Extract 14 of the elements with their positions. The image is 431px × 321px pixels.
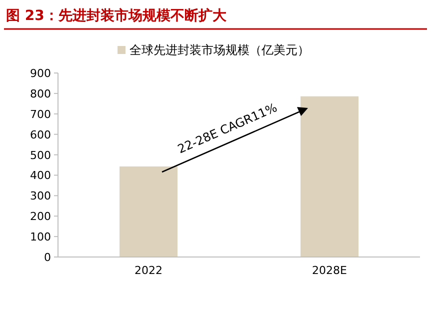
y-tick-label: 700 — [30, 108, 51, 121]
y-tick-label: 800 — [30, 87, 51, 100]
y-tick-label: 900 — [30, 67, 51, 80]
x-tick-label: 2022 — [134, 264, 162, 277]
legend-label: 全球先进封装市场规模（亿美元） — [130, 43, 310, 57]
x-tick-label: 2028E — [312, 264, 348, 277]
y-tick-label: 300 — [30, 190, 51, 203]
y-tick-label: 500 — [30, 148, 51, 162]
y-tick-label: 600 — [30, 128, 51, 142]
y-tick-label: 400 — [30, 169, 51, 182]
y-tick-label: 100 — [30, 230, 51, 244]
chart-title: 图 23：先进封装市场规模不断扩大 — [6, 7, 228, 24]
y-tick-label: 200 — [30, 210, 51, 224]
y-tick-label: 0 — [44, 251, 51, 264]
